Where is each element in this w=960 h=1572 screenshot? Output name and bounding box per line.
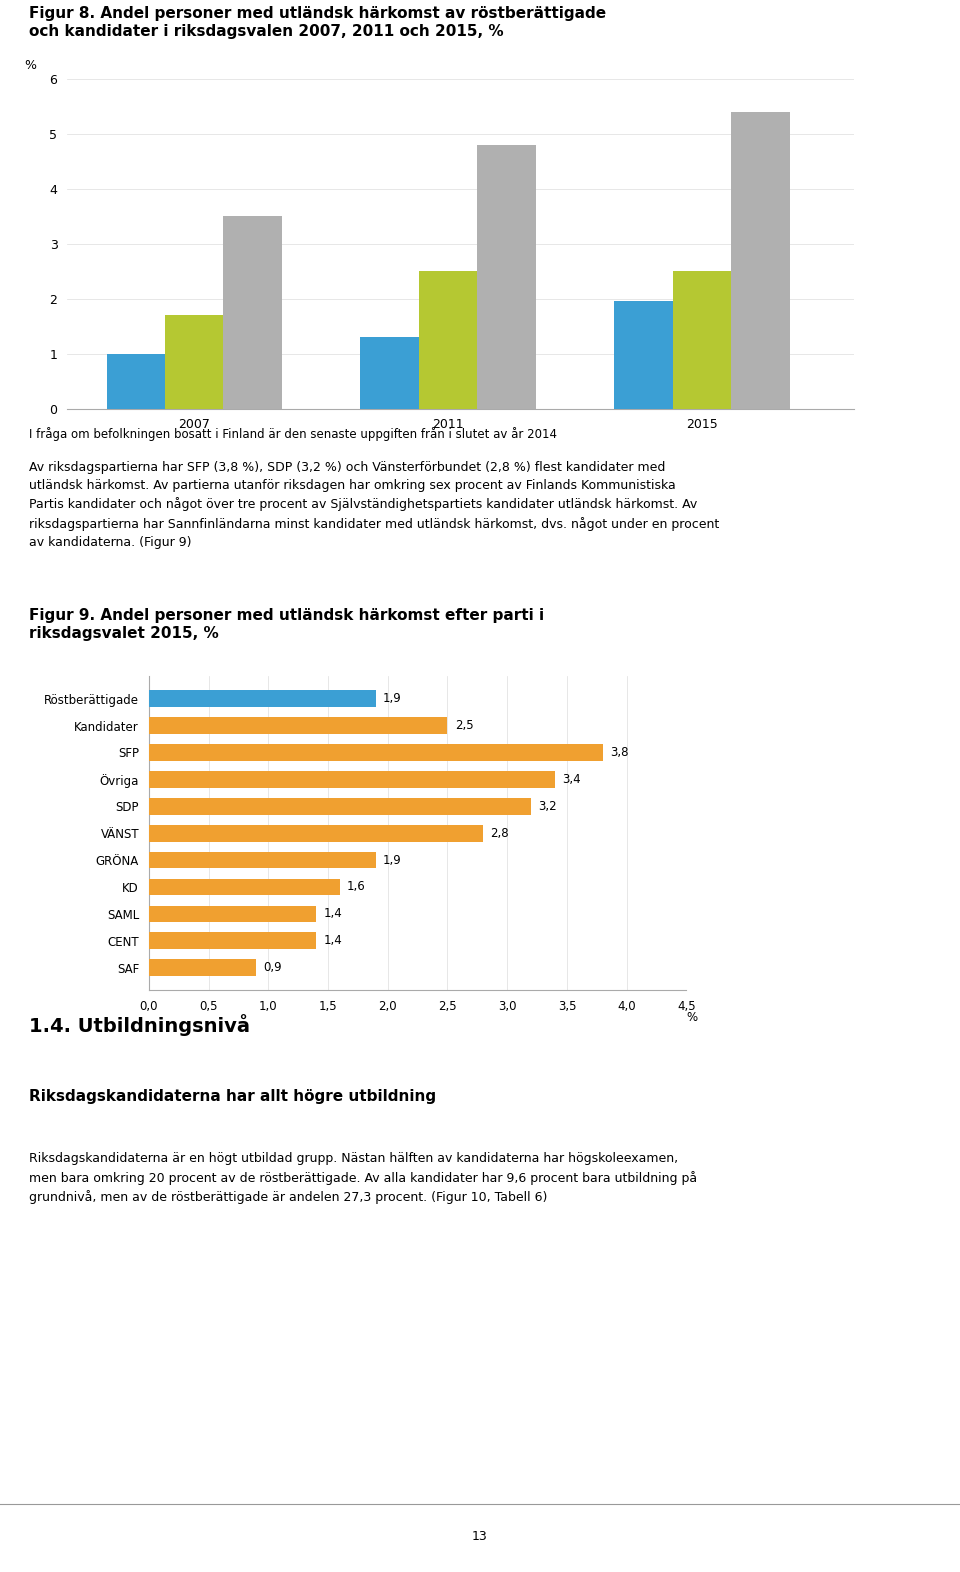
- Bar: [673, 270, 732, 409]
- Bar: [149, 879, 340, 896]
- Text: 13: 13: [472, 1530, 488, 1544]
- Text: 1,4: 1,4: [324, 907, 342, 920]
- Text: Riksdagskandidaterna är en högt utbildad grupp. Nästan hälften av kandidaterna h: Riksdagskandidaterna är en högt utbildad…: [29, 1152, 697, 1204]
- Bar: [149, 852, 375, 868]
- Text: 1,9: 1,9: [383, 692, 401, 706]
- Bar: [477, 145, 536, 409]
- Bar: [149, 690, 375, 707]
- Bar: [149, 770, 555, 788]
- Bar: [149, 825, 483, 841]
- Bar: [165, 314, 224, 409]
- Bar: [149, 905, 316, 923]
- Text: 3,8: 3,8: [610, 747, 629, 759]
- Text: 3,4: 3,4: [563, 773, 581, 786]
- Bar: [149, 744, 603, 761]
- Text: %: %: [24, 60, 36, 72]
- Text: I fråga om befolkningen bosatt i Finland är den senaste uppgiften från i slutet : I fråga om befolkningen bosatt i Finland…: [29, 428, 557, 440]
- Text: 1,9: 1,9: [383, 854, 401, 866]
- Bar: [614, 302, 673, 409]
- Text: Figur 8. Andel personer med utländsk härkomst av röstberättigade
och kandidater : Figur 8. Andel personer med utländsk här…: [29, 6, 606, 39]
- Bar: [149, 799, 531, 814]
- Bar: [107, 354, 165, 409]
- Text: 2,8: 2,8: [491, 827, 509, 839]
- Bar: [224, 215, 282, 409]
- Text: Av riksdagspartierna har SFP (3,8 %), SDP (3,2 %) och Vänsterförbundet (2,8 %) f: Av riksdagspartierna har SFP (3,8 %), SD…: [29, 461, 719, 549]
- Bar: [361, 336, 419, 409]
- Text: 2,5: 2,5: [455, 718, 473, 733]
- Bar: [732, 112, 790, 409]
- Text: 1,4: 1,4: [324, 934, 342, 948]
- Bar: [149, 717, 447, 734]
- Text: %: %: [686, 1011, 698, 1023]
- Text: 3,2: 3,2: [539, 800, 557, 813]
- Bar: [149, 959, 256, 976]
- Bar: [149, 932, 316, 949]
- Text: Figur 9. Andel personer med utländsk härkomst efter parti i
riksdagsvalet 2015, : Figur 9. Andel personer med utländsk här…: [29, 608, 544, 641]
- Text: 0,9: 0,9: [263, 960, 282, 975]
- Text: Riksdagskandidaterna har allt högre utbildning: Riksdagskandidaterna har allt högre utbi…: [29, 1089, 436, 1105]
- Text: 1,6: 1,6: [348, 880, 366, 893]
- Text: 1.4. Utbildningsnivå: 1.4. Utbildningsnivå: [29, 1014, 250, 1036]
- Bar: [419, 270, 477, 409]
